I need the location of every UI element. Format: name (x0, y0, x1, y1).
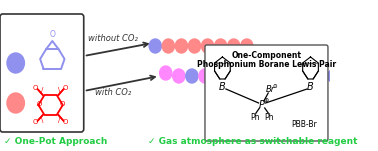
Text: Ph: Ph (264, 112, 274, 122)
Text: ✓ Gas atmosphere as switchable reagent: ✓ Gas atmosphere as switchable reagent (148, 137, 358, 146)
Circle shape (7, 93, 25, 113)
Circle shape (317, 69, 329, 83)
Circle shape (339, 69, 352, 83)
Circle shape (149, 39, 161, 53)
Circle shape (238, 69, 250, 83)
Text: PBB-Br: PBB-Br (292, 120, 318, 129)
Circle shape (305, 69, 318, 83)
Circle shape (362, 69, 374, 83)
Circle shape (294, 69, 306, 83)
Text: \: \ (41, 117, 43, 123)
Text: B: B (307, 82, 314, 92)
Circle shape (7, 53, 25, 73)
Circle shape (241, 39, 253, 53)
Text: Phosphonium Borane Lewis Pair: Phosphonium Borane Lewis Pair (197, 60, 336, 69)
Text: O: O (63, 85, 68, 91)
FancyBboxPatch shape (205, 45, 328, 141)
FancyBboxPatch shape (0, 14, 84, 132)
Text: P: P (259, 100, 265, 110)
Text: Ph: Ph (250, 112, 260, 122)
Text: /: / (57, 117, 60, 123)
Text: with CO₂: with CO₂ (95, 88, 132, 97)
Circle shape (225, 69, 237, 83)
Text: O: O (33, 119, 39, 125)
Text: Br: Br (266, 85, 276, 95)
Circle shape (283, 69, 295, 83)
Text: \: \ (57, 87, 60, 93)
Text: ✓ One-Pot Approach: ✓ One-Pot Approach (5, 137, 108, 146)
Circle shape (228, 39, 240, 53)
Text: with N₂: with N₂ (259, 62, 286, 71)
Text: ⊕: ⊕ (263, 98, 268, 103)
Circle shape (199, 69, 211, 83)
Circle shape (212, 69, 224, 83)
Circle shape (215, 39, 227, 53)
Circle shape (351, 69, 363, 83)
Circle shape (160, 66, 172, 80)
Circle shape (373, 69, 378, 83)
Text: B: B (219, 82, 226, 92)
Circle shape (201, 39, 214, 53)
Text: O: O (50, 30, 55, 39)
Circle shape (186, 69, 198, 83)
Circle shape (162, 39, 174, 53)
Circle shape (328, 69, 340, 83)
Circle shape (188, 39, 201, 53)
Circle shape (175, 39, 187, 53)
Text: O: O (63, 119, 68, 125)
Text: without CO₂: without CO₂ (88, 34, 138, 43)
Text: O: O (33, 85, 39, 91)
Circle shape (173, 69, 185, 83)
Text: O: O (59, 101, 65, 107)
Text: One-Component: One-Component (231, 51, 302, 60)
Text: O: O (37, 101, 42, 107)
Text: ⊖: ⊖ (273, 85, 277, 90)
Text: /: / (41, 87, 43, 93)
